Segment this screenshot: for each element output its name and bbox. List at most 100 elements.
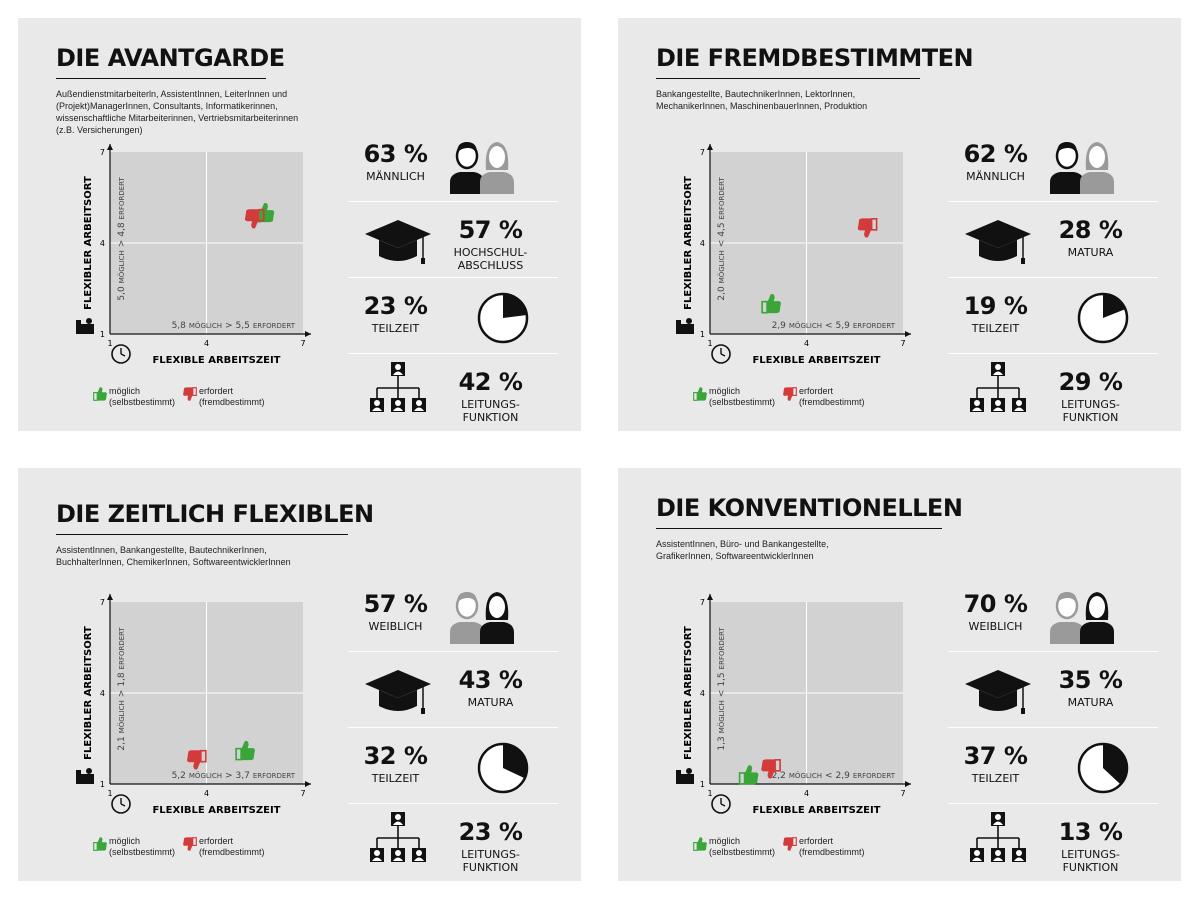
x-axis-arrow [905,781,911,787]
occupation-list: AssistentInnen, Bankangestellte, Bautech… [56,544,316,568]
thumbs-down-icon [783,837,797,851]
stat-label: FUNKTION [462,411,519,424]
x-tick-label: 7 [900,789,905,798]
legend-label: möglich [709,836,741,846]
stat-label: TEILZEIT [371,772,420,785]
panel-title: DIE AVANTGARDE [56,44,285,72]
stat-label: MÄNNLICH [966,170,1025,183]
x-axis-label: FLEXIBLE ARBEITSZEIT [752,355,880,366]
female-figure [1080,592,1114,644]
scatter-chart: 1 4 7 1 4 7 FLEXIBLE ARBEITSZEIT FLEXIBLER ARBE… [76,144,311,366]
thumb-down-glyph [183,837,197,851]
x-axis-arrow [305,781,311,787]
occupation-line: AssistentInnen, Bankangestellte, Bautech… [56,545,267,555]
divider [348,201,558,202]
divider [948,727,1158,728]
stat-label: TEILZEIT [971,322,1020,335]
part-time-slice [1103,294,1126,318]
divider [948,353,1158,354]
stat-people: 63 % MÄNNLICH [348,128,558,202]
male-figure [1050,142,1084,194]
clock-icon [711,794,731,814]
thumb-down-glyph [783,837,797,851]
male-figure [450,142,484,194]
stat-label: LEITUNGS- [461,398,520,411]
stat-graduation-cap: 43 % MATURA [348,654,558,728]
y-tick-label: 4 [700,689,705,698]
stat-label: MATURA [1067,246,1114,259]
legend-note: (fremdbestimmt) [799,397,865,407]
x-tick-label: 4 [204,789,209,798]
legend-label: erfordert [199,836,234,846]
scatter-chart: 1 4 7 1 4 7 FLEXIBLE ARBEITSZEIT FLEXIBLER ARBE… [76,594,311,816]
thumbs-down-point [761,759,781,779]
legend-label: möglich [709,386,741,396]
legend-label: möglich [109,836,141,846]
x-annotation: 5,2 MÖGLICH >3,7 ERFORDERT [172,771,296,781]
legend-text: erfordert (fremdbestimmt) [199,836,265,858]
legend-label: erfordert [799,386,834,396]
y-tick-label: 1 [100,330,105,339]
x-tick-label: 1 [707,339,712,348]
occupation-list: AssistentInnen, Büro- und Bankangestellt… [656,538,916,562]
y-axis-label: FLEXIBLER ARBEITSORT [83,626,94,760]
infographic-panel-konventionellen: DIE KONVENTIONELLEN AssistentInnen, Büro-… [618,468,1181,881]
y-tick-label: 1 [700,780,705,789]
org-chart-icon [970,362,1026,412]
clock-pie-icon [1077,742,1129,794]
divider [948,651,1158,652]
x-annotation: 2,2 MÖGLICH <2,9 ERFORDERT [772,771,896,781]
stat-label: MÄNNLICH [366,170,425,183]
stat-org-chart: 42 % LEITUNGS- FUNKTION [348,356,558,430]
female-figure [480,142,514,194]
stat-clock-pie: 37 % TEILZEIT [948,730,1158,804]
x-tick-label: 4 [204,339,209,348]
stat-label: HOCHSCHUL- [453,246,528,259]
panel-title: DIE FREMDBESTIMMTEN [656,44,974,72]
stats-column: 62 % MÄNNLICH 28 % MATURA 19 % TEILZEIT 29 % LE… [948,128,1158,424]
infographic-panel-fremdbestimmten: DIE FREMDBESTIMMTEN Bankangestellte, Baut… [618,18,1181,431]
x-annotation: 5,8 MÖGLICH >5,5 ERFORDERT [172,321,296,331]
stat-label: FUNKTION [1062,861,1119,874]
y-tick-label: 1 [100,780,105,789]
thumbs-up-icon [693,387,707,401]
people-icon [1050,592,1114,644]
panel-title: DIE ZEITLICH FLEXIBLEN [56,500,374,528]
divider [948,803,1158,804]
stat-label: LEITUNGS- [1061,398,1120,411]
title-underline [656,78,920,79]
legend-label: erfordert [199,386,234,396]
stat-people: 62 % MÄNNLICH [948,128,1158,202]
clock-pie-icon [1077,292,1129,344]
y-axis-arrow [707,594,713,600]
stat-org-chart: 13 % LEITUNGS- FUNKTION [948,806,1158,880]
legend-note: (fremdbestimmt) [199,847,265,857]
thumbs-up-icon [93,837,107,851]
divider [348,651,558,652]
desk-icon [76,318,94,334]
people-icon [450,142,514,194]
thumb-down-glyph [783,387,797,401]
thumbs-up-point [235,740,255,761]
y-annotation: 2,0MÖGLICH<4,5ERFORDERT [717,176,727,300]
people-icon [1050,142,1114,194]
occupation-line: BuchhalterInnen, ChemikerInnen, Software… [56,557,291,567]
stat-graduation-cap: 28 % MATURA [948,204,1158,278]
occupation-line: AssistentInnen, Büro- und Bankangestellt… [656,539,829,549]
y-axis-arrow [107,594,113,600]
occupation-line: GrafikerInnen, SoftwareentwicklerInnen [656,551,814,561]
title-underline [56,78,266,79]
stat-graduation-cap: 35 % MATURA [948,654,1158,728]
stat-percentage: 57 % [458,216,523,244]
stat-clock-pie: 23 % TEILZEIT [348,280,558,354]
stat-percentage: 42 % [458,368,523,396]
stat-label: TEILZEIT [371,322,420,335]
stat-percentage: 13 % [1058,818,1123,846]
clock-icon [111,344,131,364]
stat-label: FUNKTION [1062,411,1119,424]
legend-text: möglich (selbstbestimmt) [109,836,175,858]
legend-text: möglich (selbstbestimmt) [709,386,775,408]
stat-label: TEILZEIT [971,772,1020,785]
x-tick-label: 1 [107,339,112,348]
occupation-list: Außendienstmitarbeiterln, AssistentInnen… [56,88,316,136]
